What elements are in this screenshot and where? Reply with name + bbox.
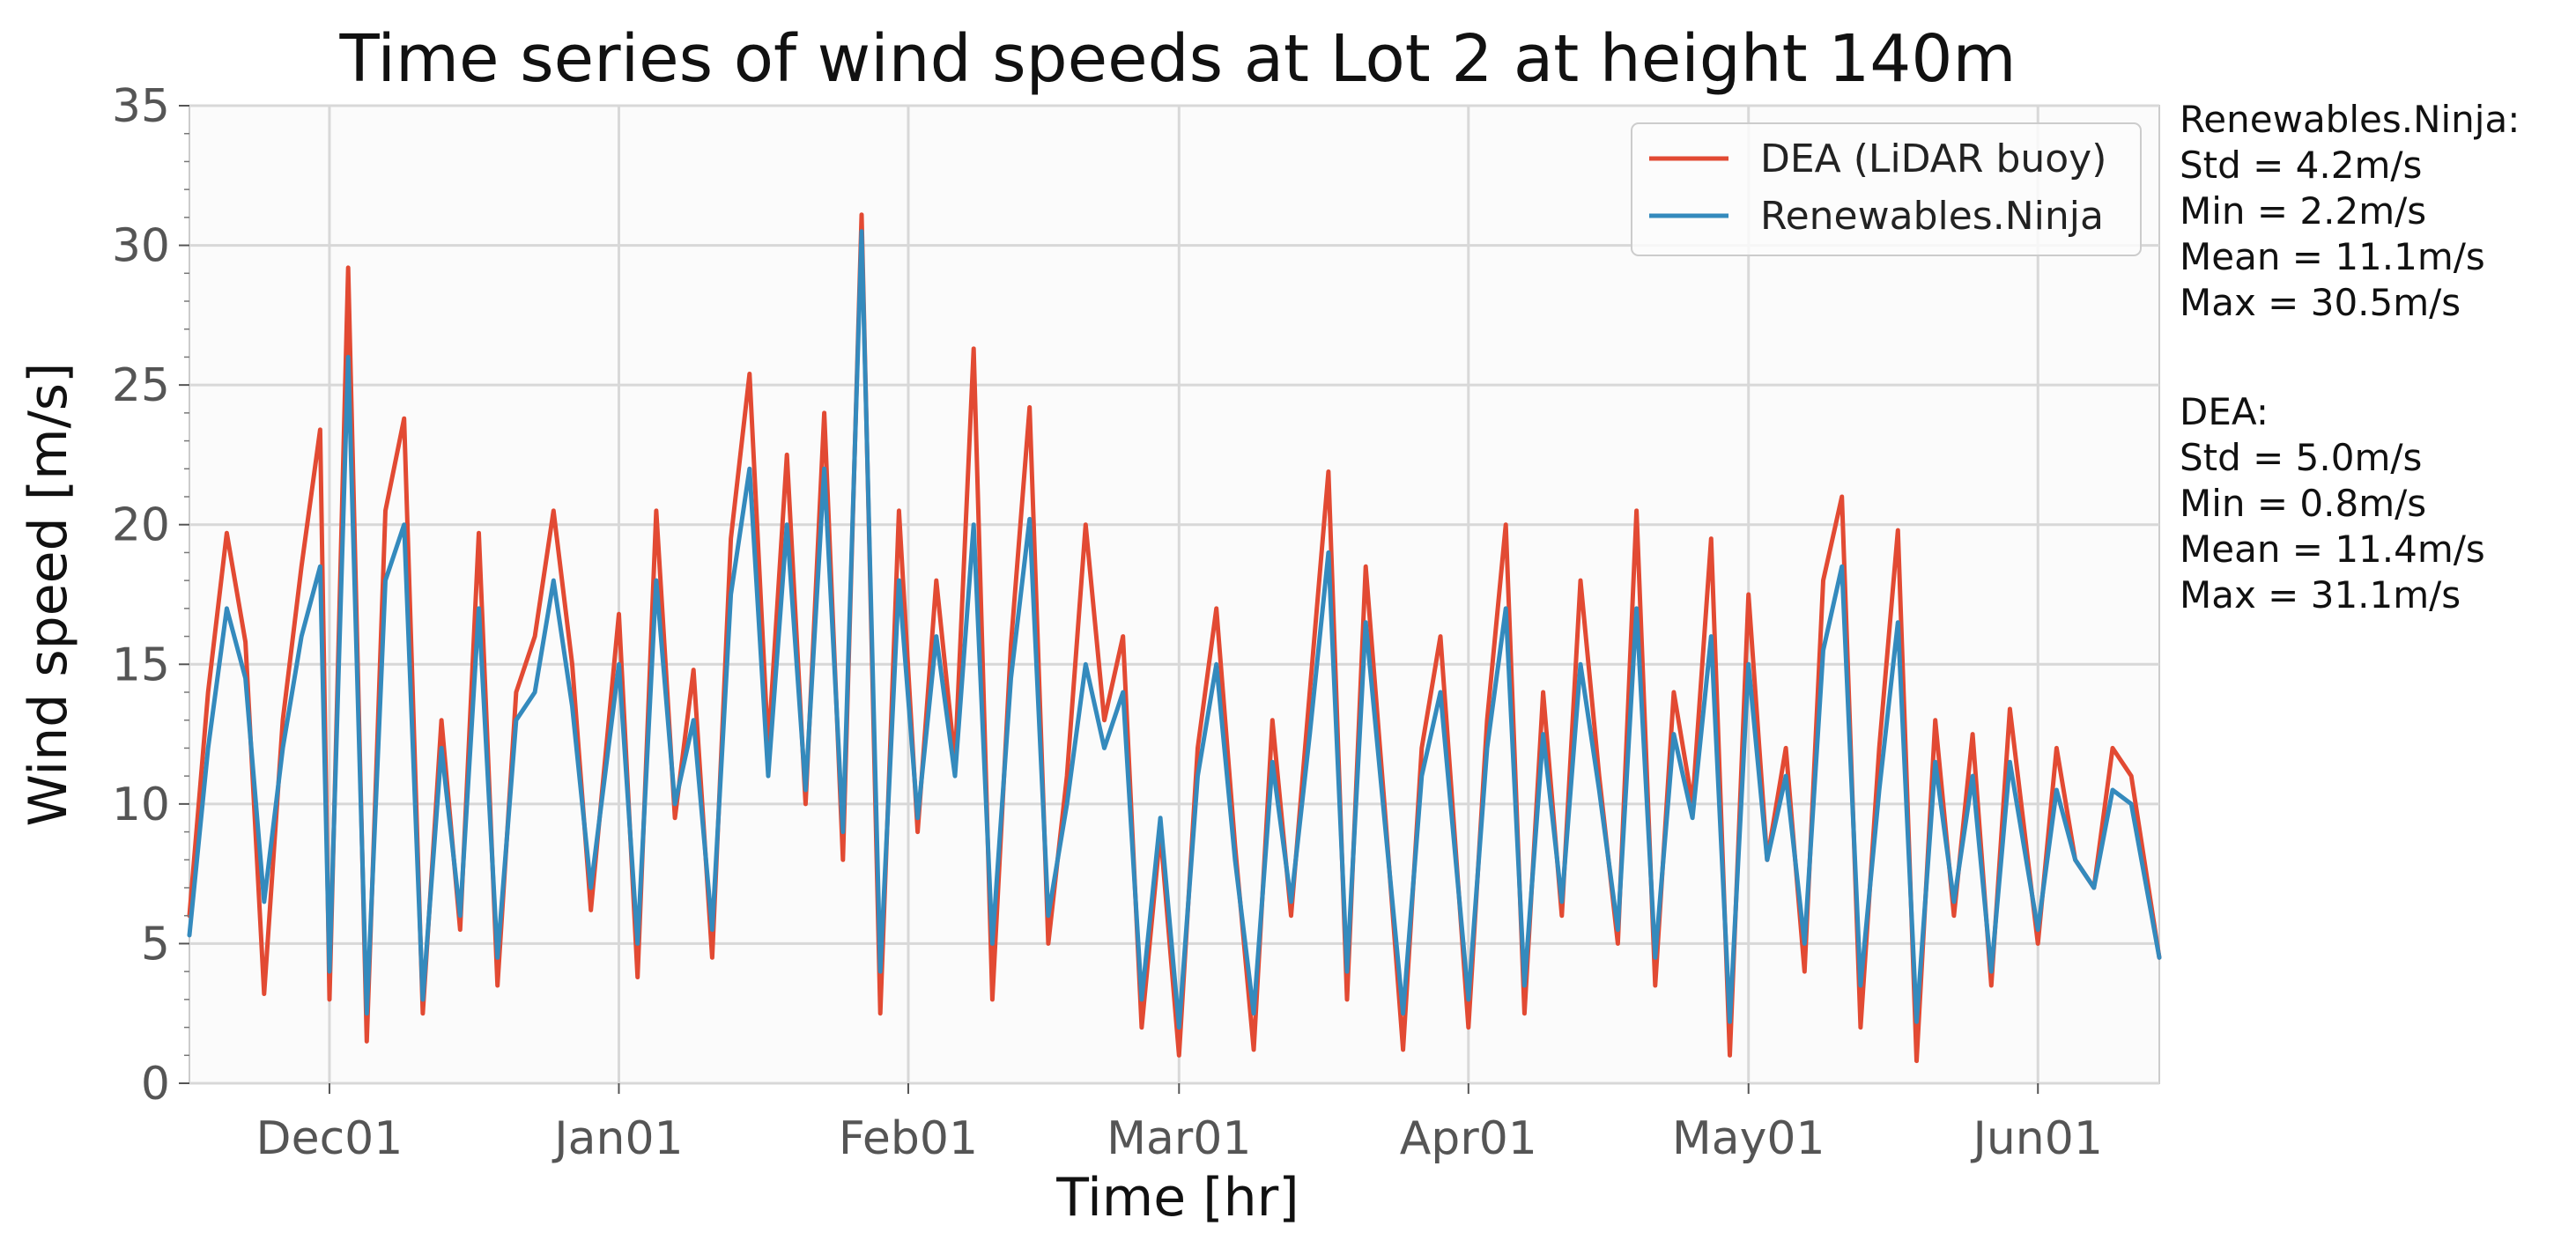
- y-tick-label: 20: [112, 499, 170, 552]
- x-tick-label: Feb01: [839, 1112, 978, 1165]
- y-tick-label: 15: [112, 639, 170, 691]
- stats-ninja-max: Max = 30.5m/s: [2180, 281, 2461, 324]
- y-tick-label: 25: [112, 359, 170, 412]
- stats-dea-std: Std = 5.0m/s: [2180, 436, 2422, 479]
- x-axis-label: Time [hr]: [1055, 1167, 1299, 1229]
- legend-box: [1631, 122, 2142, 256]
- stats-ninja-mean: Mean = 11.1m/s: [2180, 235, 2485, 278]
- y-tick-label: 30: [112, 220, 170, 273]
- y-tick-label: 35: [112, 80, 170, 133]
- stats-dea-heading: DEA:: [2180, 390, 2269, 433]
- x-tick-label: Apr01: [1400, 1112, 1537, 1165]
- stats-ninja-std: Std = 4.2m/s: [2180, 144, 2422, 187]
- legend: DEA (LiDAR buoy) Renewables.Ninja: [1631, 122, 2142, 256]
- x-tick-label: Mar01: [1107, 1112, 1251, 1165]
- series-line-ninja: [187, 229, 2162, 1030]
- stats-ninja-heading: Renewables.Ninja:: [2180, 98, 2520, 141]
- stats-dea-max: Max = 31.1m/s: [2180, 573, 2461, 616]
- stats-dea-min: Min = 0.8m/s: [2180, 482, 2426, 525]
- series-lines: [187, 212, 2162, 1064]
- y-axis-label: Wind speed [m/s]: [18, 363, 79, 827]
- axes: 0 5 10 15 20 25 30 35 Dec01 Jan01 Feb01 Mar01 Apr01 M…: [112, 80, 2103, 1165]
- stats-dea-mean: Mean = 11.4m/s: [2180, 528, 2485, 571]
- legend-label-ninja: Renewables.Ninja: [1760, 194, 2104, 239]
- x-tick-label: Dec01: [256, 1112, 403, 1165]
- y-tick-label: 10: [112, 779, 170, 831]
- x-tick-label: Jun01: [1971, 1112, 2103, 1165]
- legend-label-dea: DEA (LiDAR buoy): [1760, 137, 2106, 181]
- y-tick-label: 5: [141, 918, 170, 971]
- x-tick-label: Jan01: [551, 1112, 683, 1165]
- stats-annotations: Renewables.Ninja: Std = 4.2m/s Min = 2.2…: [2180, 98, 2520, 616]
- x-tick-label: May01: [1672, 1112, 1825, 1165]
- y-tick-label: 0: [141, 1058, 170, 1111]
- stats-ninja-min: Min = 2.2m/s: [2180, 189, 2426, 233]
- chart-title: Time series of wind speeds at Lot 2 at h…: [338, 21, 2016, 97]
- plot-area: [189, 105, 2160, 1084]
